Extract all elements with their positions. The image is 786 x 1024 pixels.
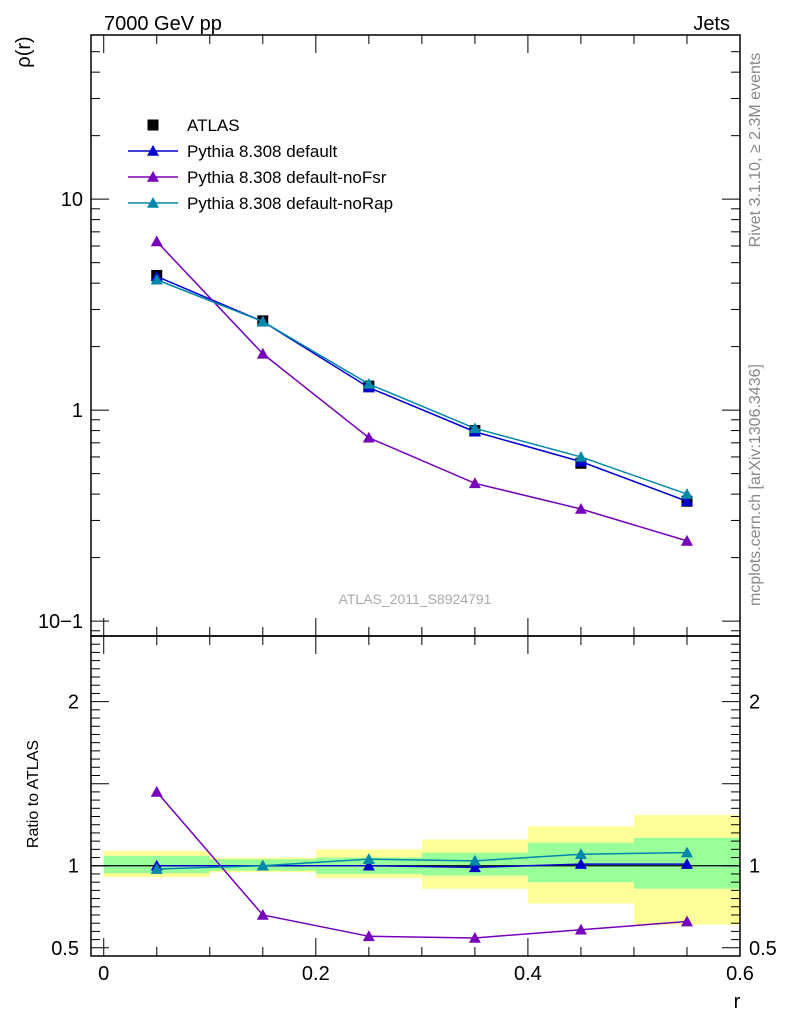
main-y-tick-label: 1 xyxy=(72,400,83,422)
ratio-point-pythia-8-308-default-nofsr xyxy=(150,785,163,797)
legend-marker-triangle xyxy=(147,171,159,182)
main-point-pythia-8-308-default-nofsr xyxy=(680,534,693,546)
main-y-tick-label: 10 xyxy=(61,189,83,211)
ratio-y-tick-label-right: 0.5 xyxy=(749,938,777,960)
main-point-pythia-8-308-default-nofsr xyxy=(468,477,481,489)
header-process-label: Jets xyxy=(693,13,730,35)
main-point-pythia-8-308-default-norap xyxy=(574,450,587,462)
main-plot-panel: 10 1 10−1 xyxy=(38,34,741,637)
ratio-y-tick-label-right: 1 xyxy=(749,856,760,878)
header-energy-label: 7000 GeV pp xyxy=(104,13,222,35)
ratio-point-pythia-8-308-default-nofsr xyxy=(468,931,481,943)
analysis-watermark: ATLAS_2011_S8924791 xyxy=(339,591,492,607)
ratio-point-pythia-8-308-default-nofsr xyxy=(256,908,269,920)
ratio-line-pythia-8-308-default-nofsr xyxy=(156,791,688,939)
main-line-pythia-8-308-default xyxy=(156,275,688,502)
main-point-pythia-8-308-default xyxy=(680,495,693,507)
ratio-x-tick-label: 0.6 xyxy=(726,963,754,985)
legend-label: ATLAS xyxy=(187,116,240,135)
legend-marker-triangle xyxy=(147,145,159,156)
main-point-pythia-8-308-default-norap xyxy=(150,273,163,285)
ratio-plot-frame xyxy=(90,635,741,957)
legend-marker-triangle xyxy=(147,197,159,208)
main-point-pythia-8-308-default-nofsr xyxy=(256,347,269,359)
legend-label: Pythia 8.308 default-noFsr xyxy=(187,168,387,187)
ratio-point-pythia-8-308-default xyxy=(680,858,693,869)
ratio-point-pythia-8-308-default-norap xyxy=(150,863,163,874)
ratio-point-pythia-8-308-default-norap xyxy=(468,854,481,866)
ratio-y-tick-label: 2 xyxy=(68,692,79,714)
ratio-plot-panel: 0 0.2 0.4 0.6 2 2 1 1 0.5 0.5 xyxy=(51,635,777,985)
ratio-line-pythia-8-308-default-norap xyxy=(156,851,687,870)
legend-label: Pythia 8.308 default xyxy=(187,142,338,161)
main-point-pythia-8-308-default-norap xyxy=(256,315,269,327)
ratio-y-tick-label-right: 2 xyxy=(749,692,760,714)
ratio-y-tick-label: 0.5 xyxy=(51,938,79,960)
legend-label: Pythia 8.308 default-noRap xyxy=(187,194,393,213)
main-line-pythia-8-308-default-norap xyxy=(156,279,688,495)
ratio-x-tick-label: 0 xyxy=(98,963,109,985)
rivet-version-label: Rivet 3.1.10, ≥ 2.3M events xyxy=(747,53,764,248)
ratio-point-pythia-8-308-default xyxy=(468,861,481,873)
main-line-pythia-8-308-default-nofsr xyxy=(156,240,688,542)
main-point-pythia-8-308-default-norap xyxy=(362,378,375,389)
ratio-point-pythia-8-308-default-nofsr xyxy=(362,930,375,942)
main-point-pythia-8-308-default-nofsr xyxy=(150,235,163,247)
ratio-y-tick-label: 1 xyxy=(68,856,79,878)
main-y-axis-label: ρ(r) xyxy=(13,36,35,67)
ratio-point-pythia-8-308-default-nofsr xyxy=(680,915,693,927)
main-point-pythia-8-308-default-nofsr xyxy=(574,502,587,514)
ratio-y-axis-label: Ratio to ATLAS xyxy=(25,740,42,848)
ratio-x-tick-label: 0.4 xyxy=(514,963,542,985)
ratio-point-pythia-8-308-default-norap xyxy=(362,853,375,864)
legend: ATLAS Pythia 8.308 default Pythia 8.308 de… xyxy=(128,116,393,213)
main-y-tick-label: 10−1 xyxy=(38,611,83,633)
ratio-point-pythia-8-308-default xyxy=(362,859,375,871)
main-point-pythia-8-308-default-nofsr xyxy=(362,431,375,443)
ratio-point-pythia-8-308-default-norap xyxy=(256,859,269,871)
ratio-point-pythia-8-308-default-norap xyxy=(574,848,587,860)
ratio-point-pythia-8-308-default-nofsr xyxy=(574,923,587,935)
ratio-point-pythia-8-308-default xyxy=(574,858,587,869)
x-axis-label: r xyxy=(734,991,741,1013)
ratio-x-tick-label: 0.2 xyxy=(302,963,330,985)
legend-marker-square xyxy=(147,119,159,131)
source-label: mcplots.cern.ch [arXiv:1306.3436] xyxy=(747,364,764,606)
main-point-pythia-8-308-default-norap xyxy=(680,488,693,499)
main-point-pythia-8-308-default-norap xyxy=(468,422,481,434)
ratio-point-pythia-8-308-default-norap xyxy=(680,846,693,858)
